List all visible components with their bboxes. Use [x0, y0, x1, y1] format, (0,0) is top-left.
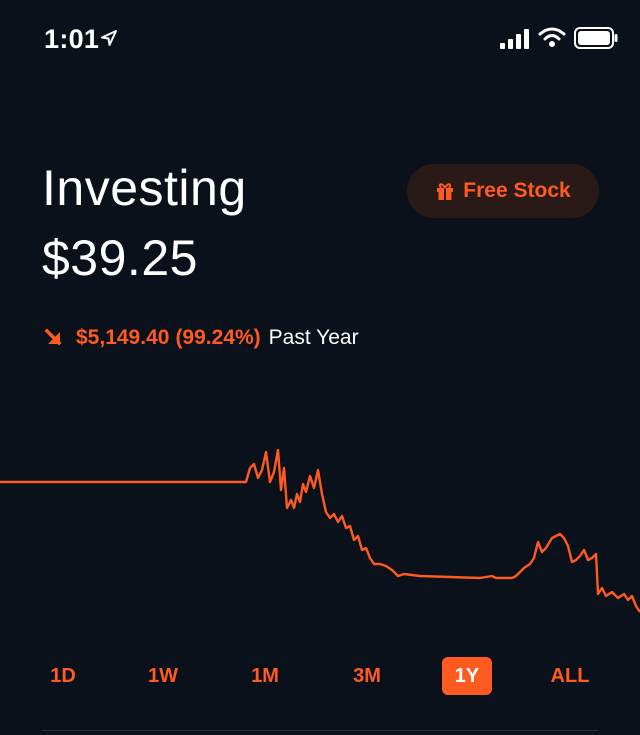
range-selector: 1D 1W 1M 3M 1Y ALL — [0, 657, 640, 697]
portfolio-change: $5,149.40 (99.24%) Past Year — [44, 326, 359, 350]
range-all[interactable]: ALL — [542, 657, 598, 695]
status-bar: 1:01 — [0, 0, 640, 80]
range-1m[interactable]: 1M — [242, 657, 288, 695]
portfolio-chart[interactable] — [0, 430, 640, 630]
range-3m[interactable]: 3M — [344, 657, 390, 695]
wifi-icon — [538, 27, 566, 47]
divider — [42, 730, 598, 731]
signal-icon — [500, 29, 529, 49]
status-time: 1:01 — [44, 24, 100, 54]
change-period: Past Year — [268, 326, 359, 349]
arrow-down-right-icon — [44, 328, 62, 346]
page-title: Investing — [42, 160, 247, 216]
location-arrow-icon — [101, 30, 117, 46]
portfolio-balance: $39.25 — [42, 230, 198, 286]
range-1y[interactable]: 1Y — [442, 657, 492, 695]
range-1w[interactable]: 1W — [140, 657, 186, 695]
range-1d[interactable]: 1D — [40, 657, 86, 695]
free-stock-label: Free Stock — [463, 179, 571, 202]
battery-icon — [574, 27, 618, 49]
portfolio-line — [0, 448, 640, 613]
change-value: $5,149.40 — [76, 326, 170, 349]
free-stock-button[interactable]: Free Stock — [407, 164, 599, 218]
gift-icon — [437, 183, 454, 200]
change-percent: (99.24%) — [175, 326, 261, 349]
